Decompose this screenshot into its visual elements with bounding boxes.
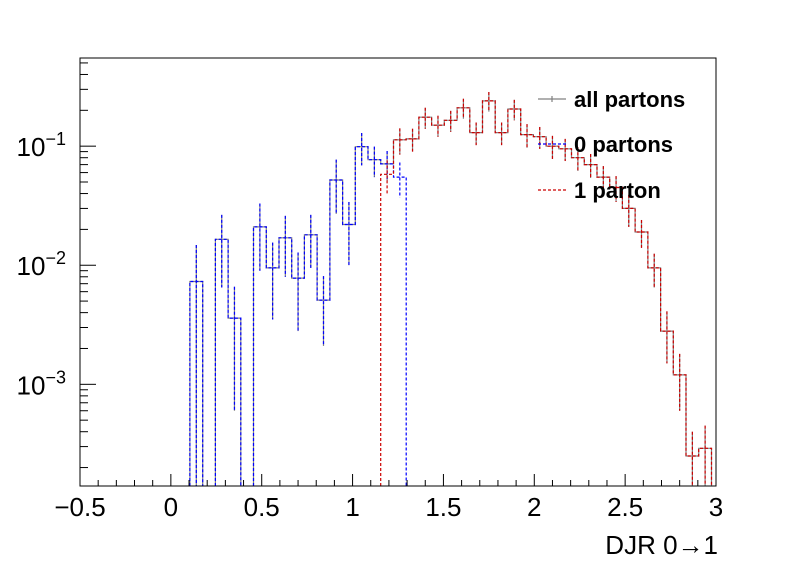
x-axis-title: DJR 0→1 [605,530,718,560]
y-tick-label: 10−1 [17,129,66,162]
histogram-layer [189,91,713,486]
x-tick-label: 0.5 [244,492,280,522]
legend-label-2: 1 parton [574,178,661,203]
y-tick-label: 10−2 [17,248,66,281]
legend-label-1: 0 partons [574,132,673,157]
y-axis-ticks: 10−1 10−2 10−3 [17,62,96,469]
legend: all partons 0 partons 1 parton [538,87,685,203]
series-line-2 [380,100,713,486]
x-tick-label: 2 [527,492,541,522]
x-tick-label: 0 [164,492,178,522]
legend-label-0: all partons [574,87,685,112]
y-tick-label: 10−3 [17,367,66,400]
x-tick-label: 1.5 [425,492,461,522]
series-2 [380,91,713,486]
series-1 [189,132,407,486]
x-tick-label: −0.5 [54,492,105,522]
x-tick-label: 2.5 [607,492,643,522]
x-tick-label: 3 [709,492,723,522]
axes-frame [79,57,717,487]
x-tick-label: 1 [345,492,359,522]
plot-frame [79,57,717,487]
x-axis-ticks: −0.5 0 0.5 1 1.5 2 2.5 3 [54,474,723,522]
